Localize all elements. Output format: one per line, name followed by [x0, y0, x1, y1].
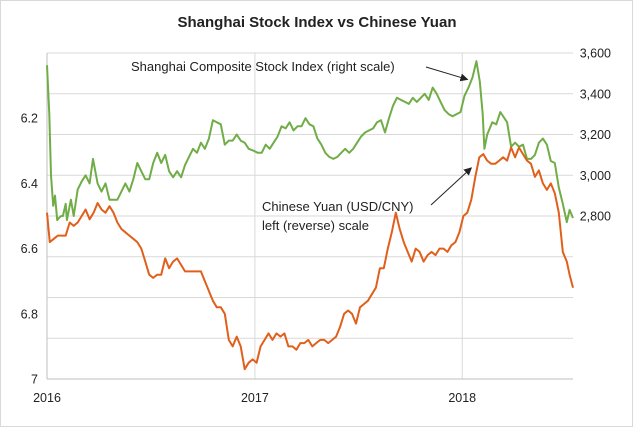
annotations: Shanghai Composite Stock Index (right sc…: [131, 59, 473, 233]
left-axis-tick-label: 6.2: [21, 112, 38, 126]
yuan-series-label-line2: left (reverse) scale: [262, 218, 369, 233]
right-axis-tick-label: 3,600: [580, 47, 611, 61]
left-axis-tick-label: 7: [31, 373, 38, 387]
x-axis-tick-label: 2016: [33, 391, 61, 405]
yuan-line: [46, 146, 574, 371]
series-lines: [46, 60, 574, 371]
right-axis-tick-label: 3,000: [580, 169, 611, 183]
stock-series-label: Shanghai Composite Stock Index (right sc…: [131, 59, 395, 74]
left-axis-tick-label: 6.4: [21, 177, 38, 191]
yuan-series-label-line1: Chinese Yuan (USD/CNY): [262, 199, 414, 214]
right-axis-tick-label: 3,400: [580, 87, 611, 101]
grid-lines: [46, 52, 573, 380]
right-axis-tick-label: 2,800: [580, 210, 611, 224]
x-axis-tick-label: 2017: [241, 391, 269, 405]
stock-index-line: [46, 60, 574, 224]
x-axis-tick-label: 2018: [448, 391, 476, 405]
left-axis-tick-label: 6.8: [21, 307, 38, 321]
right-axis-tick-label: 3,200: [580, 128, 611, 142]
chart-title: Shanghai Stock Index vs Chinese Yuan: [178, 14, 457, 31]
stock-label-arrow: [425, 66, 469, 82]
left-axis-tick-label: 6.6: [21, 242, 38, 256]
yuan-label-arrow: [430, 167, 473, 206]
